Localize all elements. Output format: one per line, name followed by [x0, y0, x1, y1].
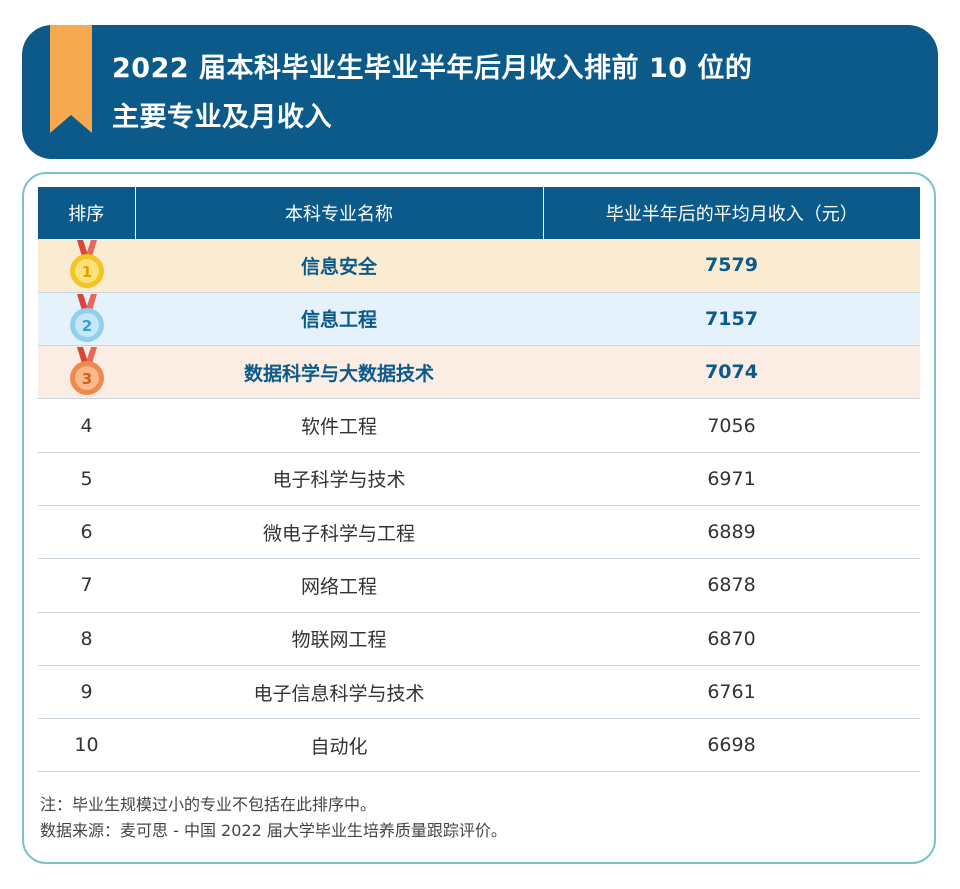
rank-cell: 5 — [38, 452, 135, 506]
column-header-income: 毕业半年后的平均月收入（元） — [605, 204, 858, 225]
rank-cell: 10 — [38, 718, 135, 773]
table-row: 7 网络工程 6878 — [38, 558, 920, 613]
income-cell: 7579 — [543, 239, 920, 293]
rank-cell: 3 — [38, 345, 135, 400]
major-cell: 自动化 — [135, 718, 543, 773]
table-row: 8 物联网工程 6870 — [38, 612, 920, 666]
income-cell: 6698 — [543, 718, 920, 773]
column-header-rank: 排序 — [38, 187, 136, 239]
major-cell: 软件工程 — [135, 398, 543, 453]
table-row: 2 信息工程 7157 — [38, 292, 920, 347]
major-cell: 信息安全 — [135, 239, 543, 293]
major-cell: 电子科学与技术 — [135, 452, 543, 506]
table-row: 10 自动化 6698 — [38, 718, 920, 773]
bookmark-ribbon-icon — [50, 25, 92, 133]
column-header-major: 本科专业名称 — [135, 187, 544, 239]
medal-rank-label: 2 — [81, 317, 91, 335]
title-banner — [22, 25, 938, 159]
source-text: 数据来源：麦可思 - 中国 2022 届大学毕业生培养质量跟踪评价。 — [40, 821, 507, 840]
rank-cell: 7 — [38, 558, 135, 613]
table-row: 3 数据科学与大数据技术 7074 — [38, 345, 920, 400]
major-cell: 微电子科学与工程 — [135, 505, 543, 560]
table-row: 1 信息安全 7579 — [38, 239, 920, 293]
silver-medal-icon: 2 — [69, 293, 104, 342]
footnotes: 注：毕业生规模过小的专业不包括在此排序中。 数据来源：麦可思 - 中国 2022… — [40, 792, 900, 844]
table-row: 4 软件工程 7056 — [38, 398, 920, 453]
table-header-row: 排序 本科专业名称 毕业半年后的平均月收入（元） — [38, 187, 920, 239]
title-line-2: 主要专业及月收入 — [112, 102, 332, 133]
income-cell: 6971 — [543, 452, 920, 506]
rank-cell: 2 — [38, 292, 135, 347]
rank-cell: 1 — [38, 239, 135, 293]
income-cell: 6889 — [543, 505, 920, 560]
table-row: 6 微电子科学与工程 6889 — [38, 505, 920, 560]
medal-rank-label: 3 — [81, 370, 91, 388]
title-line-1: 2022 届本科毕业生毕业半年后月收入排前 10 位的 — [112, 53, 753, 84]
table-row: 9 电子信息科学与技术 6761 — [38, 665, 920, 720]
major-cell: 电子信息科学与技术 — [135, 665, 543, 720]
medal-rank-label: 1 — [81, 263, 91, 281]
income-cell: 7074 — [543, 345, 920, 400]
bronze-medal-icon: 3 — [69, 347, 104, 396]
rank-cell: 4 — [38, 398, 135, 453]
income-cell: 6878 — [543, 558, 920, 613]
gold-medal-icon: 1 — [69, 240, 104, 289]
note-text: 注：毕业生规模过小的专业不包括在此排序中。 — [40, 795, 377, 814]
page-title: 2022 届本科毕业生毕业半年后月收入排前 10 位的 主要专业及月收入 — [112, 44, 902, 142]
income-cell: 7056 — [543, 398, 920, 453]
major-cell: 数据科学与大数据技术 — [135, 345, 543, 400]
major-cell: 信息工程 — [135, 292, 543, 347]
income-cell: 7157 — [543, 292, 920, 347]
major-cell: 网络工程 — [135, 558, 543, 613]
income-cell: 6761 — [543, 665, 920, 720]
table-row: 5 电子科学与技术 6971 — [38, 452, 920, 506]
rank-cell: 9 — [38, 665, 135, 720]
income-cell: 6870 — [543, 612, 920, 666]
income-table: 排序 本科专业名称 毕业半年后的平均月收入（元） 1 信息安全 7579 — [38, 187, 920, 773]
major-cell: 物联网工程 — [135, 612, 543, 666]
rank-cell: 6 — [38, 505, 135, 560]
rank-cell: 8 — [38, 612, 135, 666]
